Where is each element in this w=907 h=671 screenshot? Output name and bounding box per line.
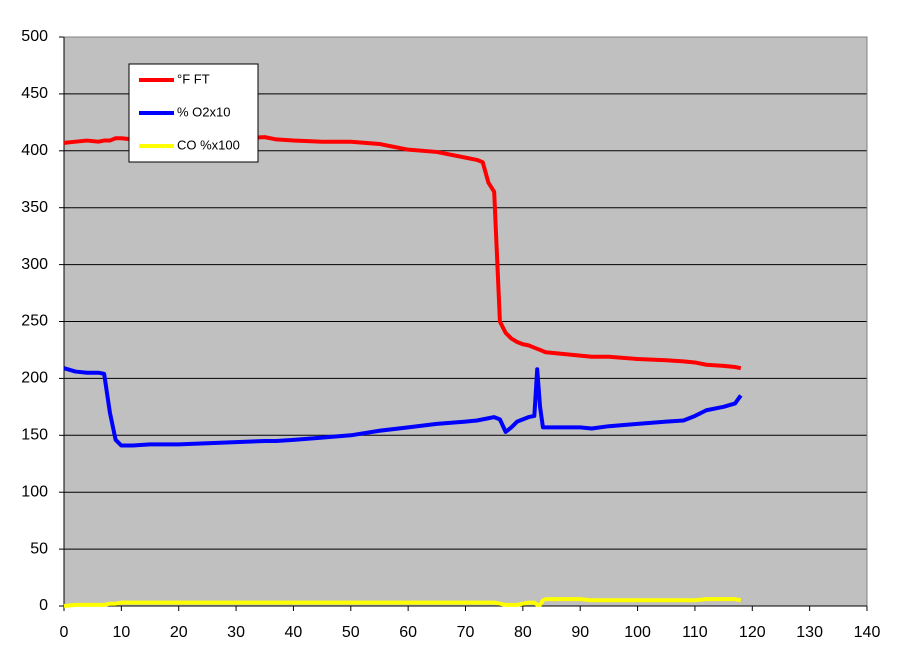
y-tick-label: 100 — [21, 483, 48, 500]
y-tick-label: 200 — [21, 370, 48, 387]
x-tick-label: 70 — [457, 624, 475, 641]
x-tick-label: 110 — [682, 624, 708, 641]
y-tick-label: 50 — [30, 540, 48, 557]
series-line — [63, 366, 743, 448]
x-tick-label: 10 — [112, 624, 130, 641]
y-tick-label: 500 — [21, 28, 48, 45]
y-tick-label: 450 — [21, 85, 48, 102]
y-tick-label: 250 — [21, 313, 48, 330]
x-tick-label: 30 — [227, 624, 245, 641]
x-tick-label: 80 — [514, 624, 532, 641]
series-line — [63, 597, 742, 608]
y-tick-label: 350 — [21, 199, 48, 216]
x-tick-label: 60 — [399, 624, 417, 641]
legend-label: °F FT — [177, 71, 210, 86]
y-tick-label: 300 — [21, 256, 48, 273]
legend-label: CO %x100 — [177, 137, 240, 152]
x-tick-label: 100 — [624, 624, 651, 641]
x-tick-label: 0 — [60, 624, 69, 641]
x-tick-label: 130 — [796, 624, 823, 641]
y-tick-label: 0 — [39, 597, 48, 614]
x-tick-label: 90 — [571, 624, 589, 641]
x-tick-label: 140 — [854, 624, 881, 641]
y-tick-label: 150 — [21, 427, 48, 444]
x-tick-label: 120 — [739, 624, 766, 641]
x-tick-label: 50 — [342, 624, 360, 641]
y-tick-label: 400 — [21, 142, 48, 159]
legend-label: % O2x10 — [177, 104, 230, 119]
x-tick-label: 40 — [285, 624, 303, 641]
x-tick-label: 20 — [170, 624, 188, 641]
